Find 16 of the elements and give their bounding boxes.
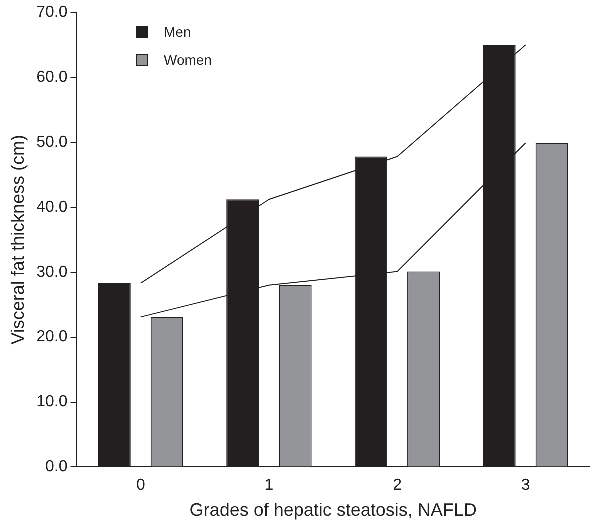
x-tick-label: 3 xyxy=(521,477,530,494)
y-axis-title: Visceral fat thickness (cm) xyxy=(8,135,28,345)
y-tick-label: 60.0 xyxy=(36,68,68,86)
legend-label: Women xyxy=(164,52,212,68)
y-tick-label: 70.0 xyxy=(36,4,68,22)
y-tick-label: 10.0 xyxy=(36,394,68,411)
x-axis-title: Grades of hepatic steatosis, NAFLD xyxy=(190,500,477,520)
y-tick-label: 40.0 xyxy=(36,198,68,216)
legend-label: Men xyxy=(164,24,192,40)
y-tick-label: 0.0 xyxy=(45,458,68,476)
x-tick-label: 1 xyxy=(264,477,274,494)
x-tick-label: 2 xyxy=(393,477,402,494)
y-tick-label: 30.0 xyxy=(36,264,68,281)
y-tick-label: 50.0 xyxy=(36,134,68,151)
y-tick-label: 20.0 xyxy=(36,328,68,346)
x-tick-label: 0 xyxy=(136,477,146,494)
